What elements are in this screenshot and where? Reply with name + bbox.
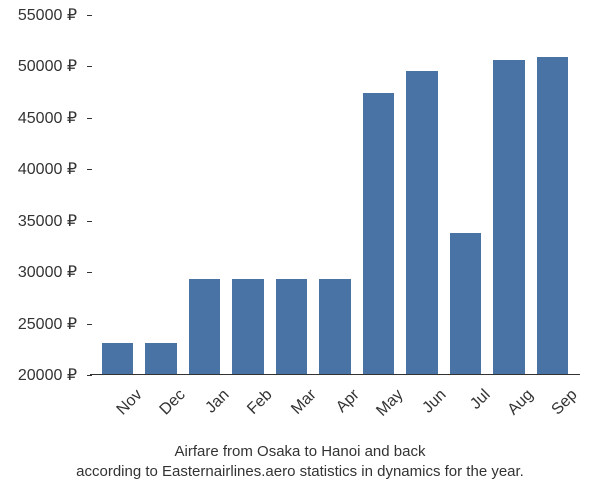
- bar: [102, 343, 133, 374]
- bar: [232, 279, 263, 374]
- caption-line-1: Airfare from Osaka to Hanoi and back: [0, 442, 600, 462]
- bar: [363, 93, 394, 374]
- bar: [406, 71, 437, 374]
- y-tick-label: 45000 ₽: [18, 108, 77, 128]
- y-tick-label: 30000 ₽: [18, 262, 77, 282]
- y-tick-mark: [87, 375, 92, 376]
- y-tick-label: 50000 ₽: [18, 56, 77, 76]
- y-tick-mark: [87, 324, 92, 325]
- bars-group: [90, 15, 580, 374]
- x-axis: NovDecJanFebMarAprMayJunJulAugSep: [90, 378, 580, 438]
- bar: [450, 233, 481, 374]
- y-tick-label: 25000 ₽: [18, 314, 77, 334]
- y-tick-label: 35000 ₽: [18, 211, 77, 231]
- y-tick-label: 55000 ₽: [18, 5, 77, 25]
- bar: [276, 279, 307, 374]
- bar: [189, 279, 220, 374]
- y-tick-label: 20000 ₽: [18, 365, 77, 385]
- plot-area: [90, 15, 580, 375]
- y-tick-mark: [87, 118, 92, 119]
- caption-line-2: according to Easternairlines.aero statis…: [0, 462, 600, 482]
- bar: [145, 343, 176, 374]
- bar: [493, 60, 524, 374]
- y-tick-mark: [87, 272, 92, 273]
- y-tick-mark: [87, 169, 92, 170]
- y-tick-label: 40000 ₽: [18, 159, 77, 179]
- bar: [319, 279, 350, 374]
- y-tick-mark: [87, 221, 92, 222]
- y-axis: 20000 ₽25000 ₽30000 ₽35000 ₽40000 ₽45000…: [0, 15, 85, 375]
- y-tick-mark: [87, 66, 92, 67]
- bar: [537, 57, 568, 374]
- y-tick-mark: [87, 15, 92, 16]
- airfare-chart: 20000 ₽ 25000 ₽ 30000 ₽ 35000 ₽ 40000 ₽ 45000…: [0, 0, 600, 500]
